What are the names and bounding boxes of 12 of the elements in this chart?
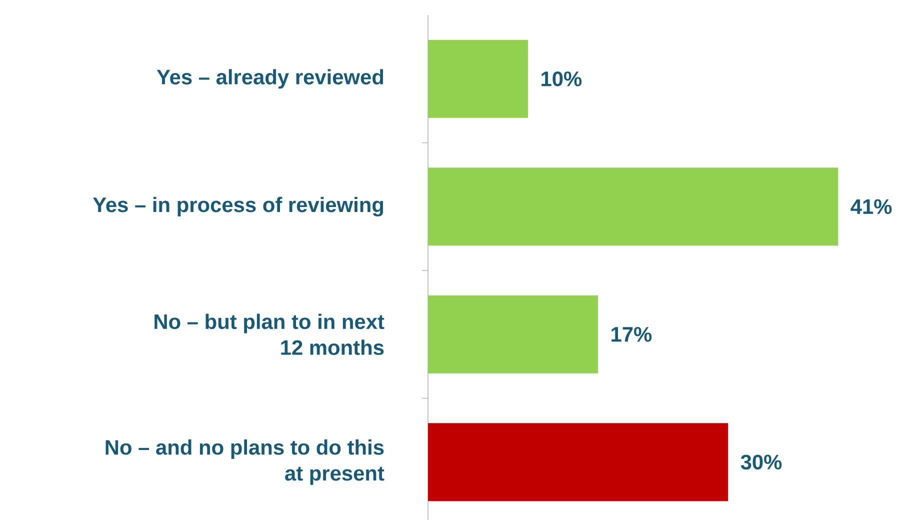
bar (428, 295, 598, 374)
data-label: 17% (612, 327, 652, 342)
data-label: 30% (740, 454, 782, 470)
bar (428, 40, 528, 118)
data-label: 10% (542, 71, 582, 86)
bar (428, 423, 728, 502)
bar (428, 168, 838, 246)
y-tick-label: Yes – already reviewed (156, 69, 384, 89)
y-tick-label: No – but plan to in next 12 months (154, 314, 384, 356)
data-label: 41% (850, 199, 892, 214)
y-tick-label: No – and no plans to do this at present (106, 439, 384, 485)
y-tick-label: Yes – in process of reviewing (92, 196, 384, 216)
